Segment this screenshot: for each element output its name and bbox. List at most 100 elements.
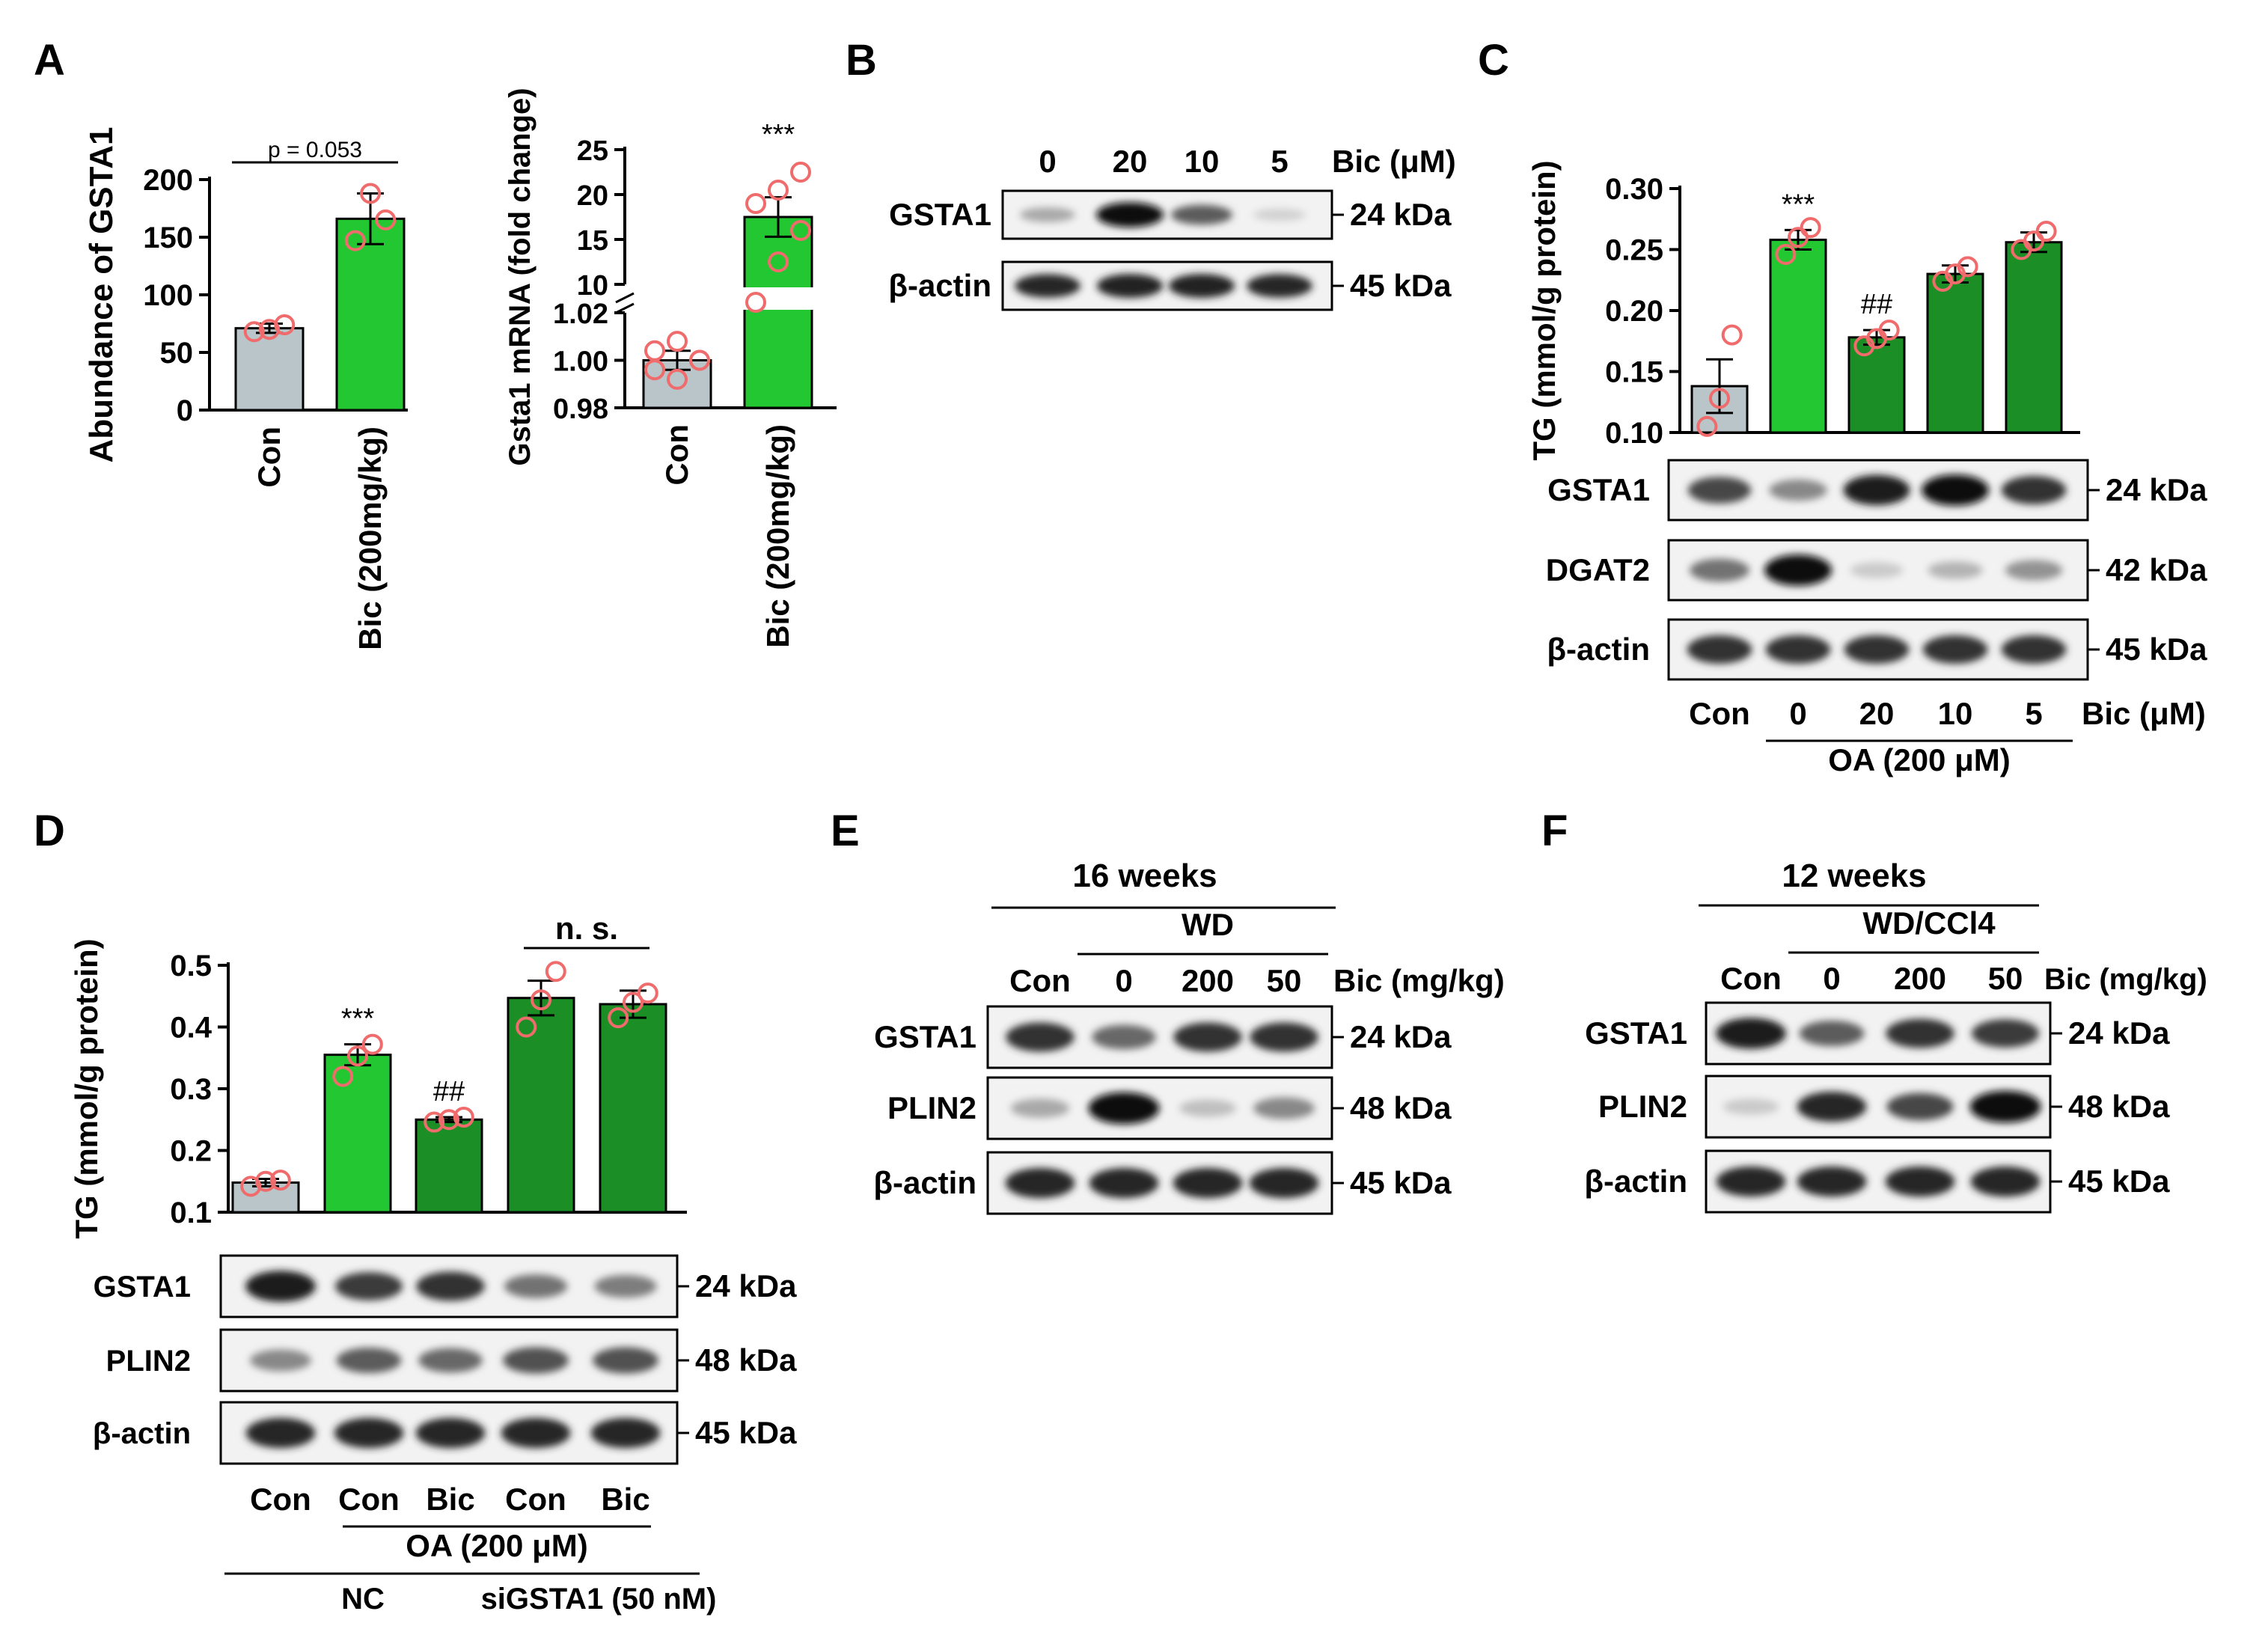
size-label: 42 kDa	[2106, 552, 2207, 587]
y-tick-label: 0.1	[170, 1196, 212, 1229]
panel-label-C: C	[1478, 36, 1509, 85]
size-label: 45 kDa	[1350, 268, 1452, 303]
band	[1096, 202, 1164, 227]
band	[1015, 274, 1080, 298]
protein-label: PLIN2	[106, 1345, 191, 1378]
lane-label: Con	[250, 1482, 311, 1517]
treatment-label: Bic (μM)	[1332, 144, 1456, 179]
data-point	[516, 1016, 537, 1038]
lane-label: 50	[1988, 961, 2023, 996]
data-point	[344, 230, 366, 251]
data-point	[332, 1066, 354, 1087]
band	[1687, 635, 1752, 664]
band	[1885, 1166, 1955, 1197]
band	[1922, 635, 1988, 664]
band	[245, 1271, 316, 1302]
y-tick-label: 1.02	[553, 299, 608, 330]
band	[1168, 274, 1235, 298]
size-label: 45 kDa	[2106, 632, 2207, 667]
band	[1799, 1020, 1865, 1047]
treatment-label: Bic (μM)	[2082, 696, 2206, 731]
x-tick-label: Con	[659, 424, 694, 486]
band	[501, 1417, 571, 1449]
blot-B: GSTA1 24 kDa β-actin 45 kDa 0 20 10 5 Bic (μM)	[888, 144, 1456, 311]
data-point	[438, 1109, 459, 1131]
protein-label: PLIN2	[887, 1090, 976, 1125]
band	[1928, 561, 1983, 579]
band	[1687, 477, 1752, 504]
lane-label: 10	[1185, 144, 1220, 179]
bar	[415, 1118, 483, 1214]
lane-label: Con	[1720, 961, 1782, 996]
band	[1173, 1022, 1242, 1052]
data-point	[768, 251, 789, 272]
panel-label-F: F	[1541, 807, 1568, 855]
band	[590, 1417, 661, 1449]
band	[593, 1347, 658, 1374]
blot-title: 16 weeks	[1072, 858, 1217, 894]
data-point	[1800, 217, 1821, 239]
data-point	[644, 340, 665, 361]
band	[1769, 479, 1827, 501]
band	[1797, 1166, 1867, 1197]
data-point	[689, 349, 710, 371]
protein-label: GSTA1	[1547, 472, 1650, 507]
y-tick-label: 0.4	[170, 1012, 212, 1045]
band	[1850, 562, 1904, 578]
panel-label-A: A	[34, 36, 65, 85]
size-label: 24 kDa	[1350, 1019, 1452, 1054]
data-point	[745, 193, 766, 214]
lane-label: 0	[1039, 144, 1056, 179]
lane-label: 200	[1182, 963, 1234, 998]
lane-label: 5	[1271, 144, 1288, 179]
blot-D: GSTA1 24 kDa PLIN2 48 kDa β-actin 45 kDa Con Co…	[93, 1254, 797, 1616]
treatment-label: Bic (mg/kg)	[1333, 963, 1505, 998]
bar	[1769, 238, 1827, 434]
lane-label: 0	[1115, 963, 1132, 998]
band	[1765, 635, 1831, 664]
lane-label: Con	[1689, 696, 1750, 731]
y-tick-label: 0.98	[553, 394, 608, 425]
data-point	[347, 1045, 368, 1067]
band	[1723, 1098, 1779, 1115]
y-tick-label: 0.30	[1605, 173, 1663, 206]
band	[416, 1271, 485, 1301]
protein-label: β-actin	[1584, 1164, 1687, 1199]
band	[1010, 1098, 1070, 1118]
band	[245, 1417, 316, 1449]
band	[1247, 274, 1312, 298]
y-tick-label: 0.3	[170, 1073, 212, 1106]
data-point	[768, 180, 789, 201]
x-tick-label: Bic (200mg/kg)	[760, 424, 795, 648]
blot-C: GSTA1 24 kDa DGAT2 42 kDa β-actin 45 kDa Con 0 2…	[1546, 459, 2207, 777]
band	[1969, 1090, 2041, 1123]
y-tick-label: 0.10	[1605, 417, 1663, 450]
panel-label-E: E	[831, 807, 860, 855]
bar	[1926, 272, 1984, 434]
band	[1716, 1018, 1786, 1049]
y-tick-label: 10	[577, 270, 608, 302]
lane-label: Con	[505, 1482, 566, 1517]
y-tick-label: 0.2	[170, 1135, 212, 1168]
band	[1089, 1167, 1159, 1199]
chart-D-3: 0.1 0.2 0.3 0.4 0.5 TG (mmol/g protein) *** ## n…	[69, 911, 687, 1239]
lane-label: 50	[1267, 963, 1302, 998]
band	[1088, 1092, 1160, 1125]
group-label: WD/CCl4	[1862, 905, 1996, 941]
bar	[2005, 241, 2063, 434]
y-tick-label: 100	[143, 279, 193, 312]
lane-label: 5	[2025, 696, 2042, 731]
y-axis-label: TG (mmol/g protein)	[69, 938, 104, 1238]
data-point	[667, 331, 688, 352]
significance-label: ##	[433, 1076, 465, 1107]
bar-break-gap	[742, 287, 815, 310]
band	[1716, 1166, 1786, 1197]
significance-label: ***	[1782, 189, 1815, 220]
data-point	[608, 1007, 629, 1029]
data-point	[1709, 388, 1730, 409]
protein-label: β-actin	[1547, 632, 1650, 667]
y-tick-label: 0.20	[1605, 295, 1663, 328]
data-point	[1878, 320, 1900, 341]
group-label: WD	[1182, 907, 1234, 942]
